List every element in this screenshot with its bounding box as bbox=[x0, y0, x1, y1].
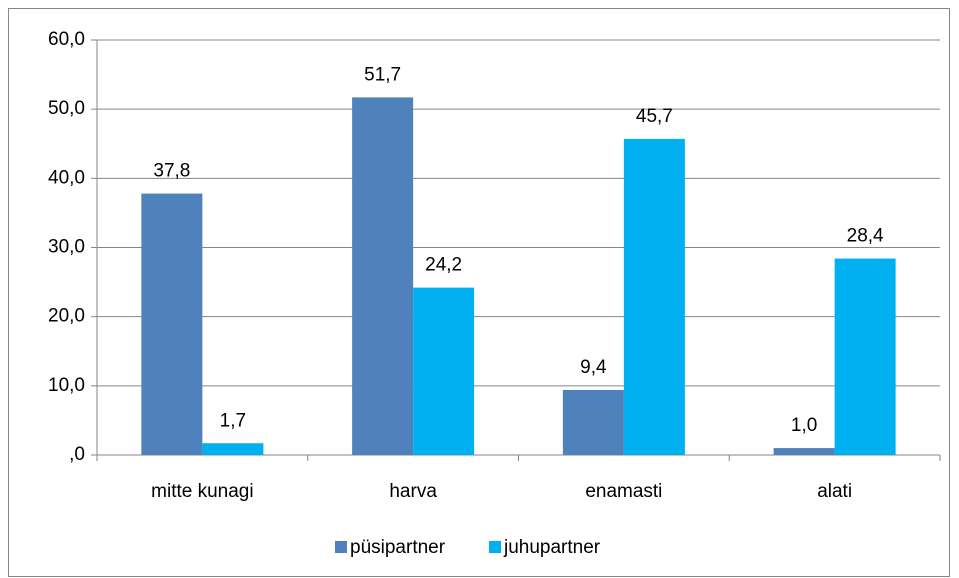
data-label: 9,4 bbox=[580, 357, 607, 378]
legend-swatch bbox=[335, 541, 347, 553]
data-label: 1,0 bbox=[791, 415, 817, 436]
y-tick-label: 30,0 bbox=[48, 237, 85, 258]
data-label: 37,8 bbox=[153, 161, 190, 182]
y-tick-label: ,0 bbox=[69, 444, 85, 465]
x-tick-label: harva bbox=[389, 481, 437, 502]
legend-swatch bbox=[489, 541, 501, 553]
bar bbox=[141, 193, 203, 456]
bar bbox=[562, 389, 624, 455]
y-tick-label: 20,0 bbox=[48, 306, 85, 327]
y-tick-label: 40,0 bbox=[48, 167, 85, 188]
bar bbox=[352, 97, 414, 456]
data-label: 24,2 bbox=[425, 255, 462, 276]
data-label: 1,7 bbox=[220, 410, 246, 431]
x-tick-label: alati bbox=[817, 481, 852, 502]
bar bbox=[834, 258, 896, 455]
data-label: 45,7 bbox=[636, 106, 673, 127]
y-tick-label: 60,0 bbox=[48, 29, 85, 50]
bar bbox=[773, 448, 835, 455]
legend-label: juhupartner bbox=[503, 537, 601, 558]
y-tick-label: 10,0 bbox=[48, 375, 85, 396]
bar bbox=[202, 443, 264, 455]
x-tick-label: enamasti bbox=[585, 481, 662, 502]
bar bbox=[623, 138, 685, 456]
x-tick-label: mitte kunagi bbox=[151, 481, 253, 502]
legend-label: püsipartner bbox=[350, 537, 446, 558]
y-tick-label: 50,0 bbox=[48, 98, 85, 119]
data-label: 28,4 bbox=[847, 226, 884, 247]
data-label: 51,7 bbox=[364, 64, 401, 85]
bar bbox=[413, 287, 475, 455]
